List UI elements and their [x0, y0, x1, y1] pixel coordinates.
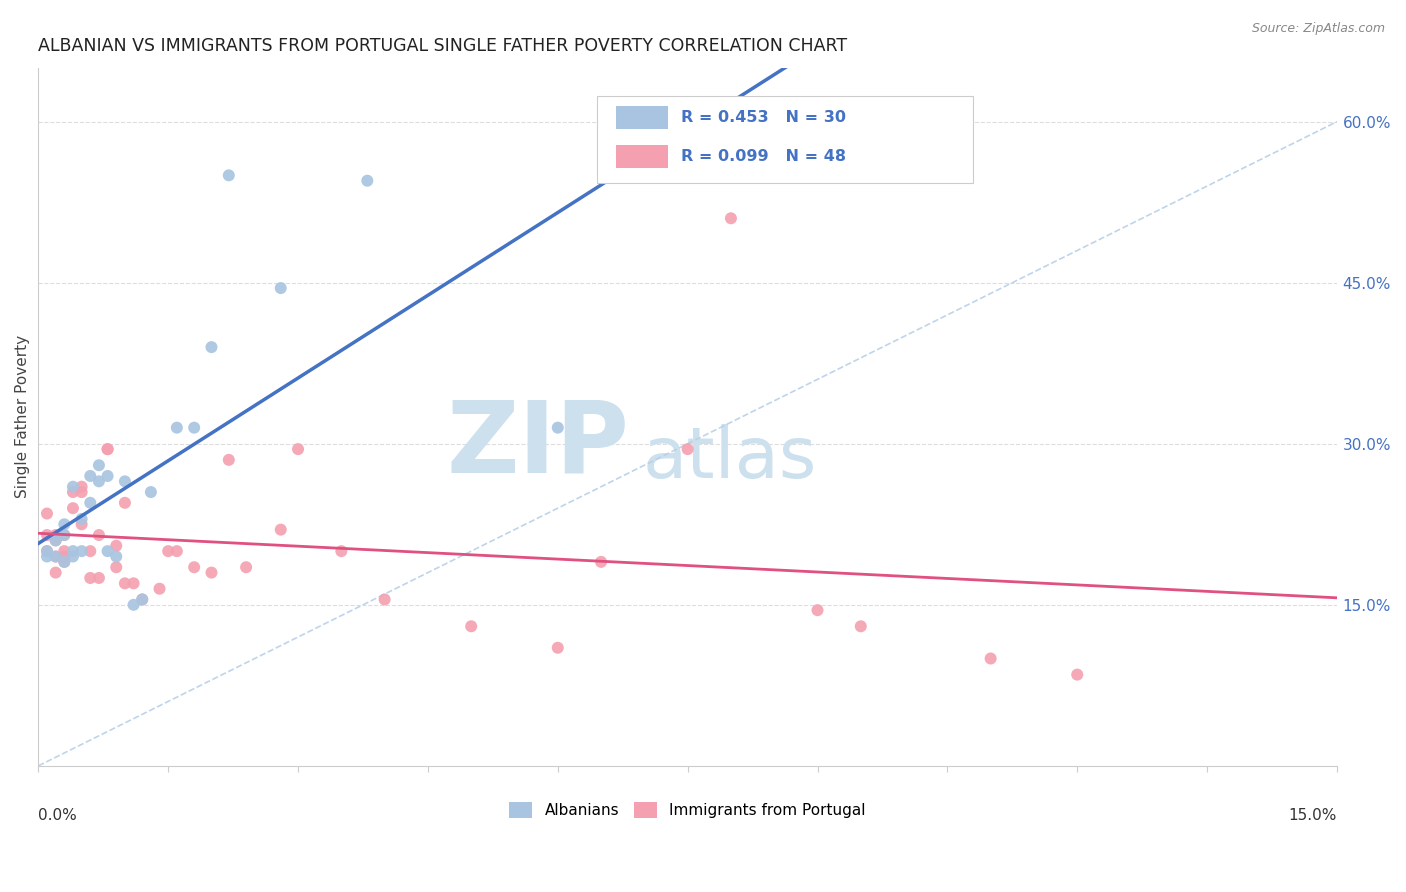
Point [62, 501, 84, 516]
Point [114, 576, 136, 591]
Point [356, 174, 378, 188]
Point [35, 544, 58, 558]
Point [45, 533, 67, 548]
Point [53, 517, 76, 532]
Point [720, 211, 742, 226]
Point [70, 512, 93, 526]
Point [79, 469, 101, 483]
Point [45, 528, 67, 542]
Point [105, 549, 128, 564]
Point [270, 523, 292, 537]
Point [79, 571, 101, 585]
Point [547, 640, 569, 655]
Point [62, 544, 84, 558]
Point [806, 603, 828, 617]
Point [70, 480, 93, 494]
Point [45, 566, 67, 580]
Point [62, 480, 84, 494]
Point [114, 496, 136, 510]
Point [849, 619, 872, 633]
Point [53, 555, 76, 569]
Point [70, 485, 93, 500]
Point [330, 544, 353, 558]
Point [87, 528, 110, 542]
FancyBboxPatch shape [596, 95, 973, 183]
Point [218, 169, 240, 183]
Point [148, 582, 170, 596]
Point [200, 340, 222, 354]
Text: 0.0%: 0.0% [38, 808, 77, 822]
Text: R = 0.099   N = 48: R = 0.099 N = 48 [681, 149, 846, 164]
Point [53, 528, 76, 542]
Point [35, 528, 58, 542]
Point [374, 592, 396, 607]
Point [200, 566, 222, 580]
Text: R = 0.453   N = 30: R = 0.453 N = 30 [681, 110, 846, 125]
Point [676, 442, 699, 457]
Point [97, 469, 120, 483]
Point [53, 528, 76, 542]
Point [45, 549, 67, 564]
Point [97, 442, 120, 457]
Point [105, 539, 128, 553]
Point [122, 576, 145, 591]
Legend: Albanians, Immigrants from Portugal: Albanians, Immigrants from Portugal [503, 797, 872, 824]
Point [139, 485, 162, 500]
Point [114, 475, 136, 489]
Point [53, 544, 76, 558]
Point [53, 555, 76, 569]
Point [218, 453, 240, 467]
Point [122, 598, 145, 612]
Y-axis label: Single Father Poverty: Single Father Poverty [15, 335, 30, 499]
Point [45, 533, 67, 548]
FancyBboxPatch shape [616, 106, 668, 128]
Text: atlas: atlas [643, 425, 817, 493]
Point [79, 496, 101, 510]
Point [131, 592, 153, 607]
Point [105, 560, 128, 574]
Text: Source: ZipAtlas.com: Source: ZipAtlas.com [1251, 22, 1385, 36]
Point [35, 544, 58, 558]
Point [70, 544, 93, 558]
Point [87, 458, 110, 473]
Point [166, 420, 188, 434]
Point [62, 485, 84, 500]
Point [157, 544, 180, 558]
Text: ZIP: ZIP [446, 396, 630, 493]
Point [87, 475, 110, 489]
Point [97, 442, 120, 457]
Point [183, 420, 205, 434]
Point [131, 592, 153, 607]
Point [45, 549, 67, 564]
Point [547, 420, 569, 434]
Text: 15.0%: 15.0% [1288, 808, 1337, 822]
Point [589, 555, 612, 569]
Point [270, 281, 292, 295]
Point [97, 544, 120, 558]
Point [980, 651, 1002, 665]
Point [183, 560, 205, 574]
Point [79, 544, 101, 558]
Point [235, 560, 257, 574]
FancyBboxPatch shape [616, 145, 668, 168]
Point [87, 571, 110, 585]
Point [460, 619, 482, 633]
Point [53, 549, 76, 564]
Point [287, 442, 309, 457]
Point [70, 517, 93, 532]
Point [35, 549, 58, 564]
Point [166, 544, 188, 558]
Point [1066, 667, 1088, 681]
Point [62, 549, 84, 564]
Text: ALBANIAN VS IMMIGRANTS FROM PORTUGAL SINGLE FATHER POVERTY CORRELATION CHART: ALBANIAN VS IMMIGRANTS FROM PORTUGAL SIN… [38, 37, 848, 55]
Point [35, 507, 58, 521]
